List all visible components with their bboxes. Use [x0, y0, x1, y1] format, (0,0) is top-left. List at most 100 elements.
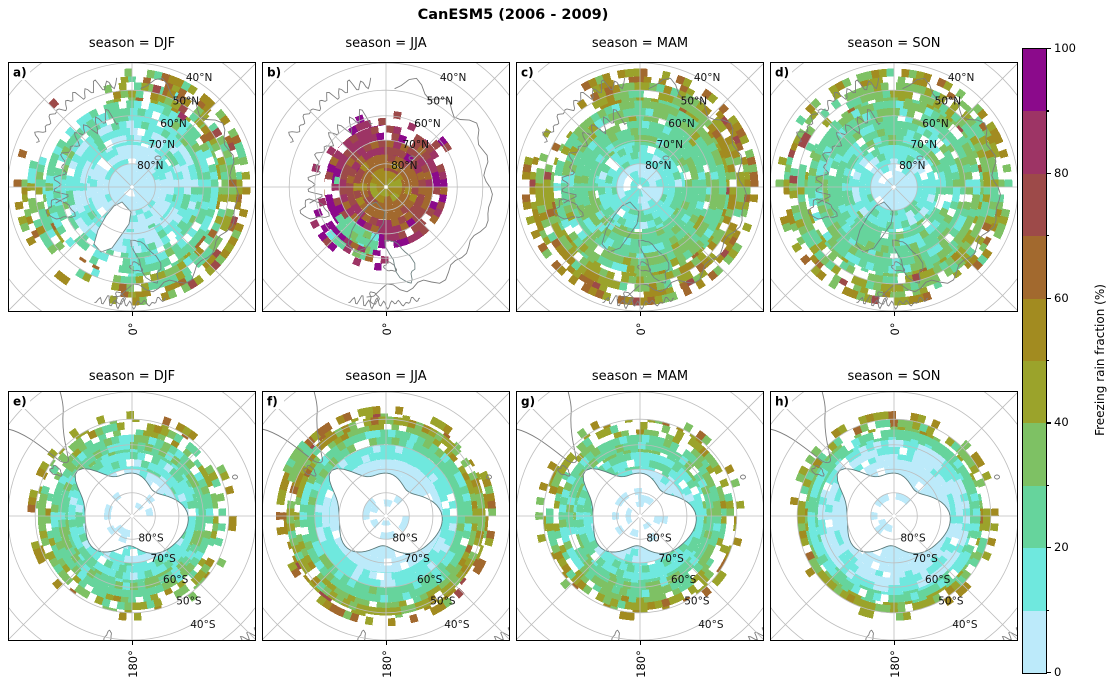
lat-labels: 80°S 70°S 60°S 50°S 40°S [138, 533, 216, 631]
panel-title-DJF: season = DJF [88, 369, 176, 384]
panel-letter: h) [775, 395, 789, 409]
lat-label: 60°N [414, 118, 440, 130]
lat-label: 40°N [694, 72, 720, 84]
data-cells [521, 68, 759, 306]
lat-label: 70°N [148, 139, 174, 151]
panel-letter: g) [521, 395, 535, 409]
lat-label: 60°S [417, 574, 443, 586]
colorbar-segment [1023, 110, 1046, 174]
lat-label: 80°N [137, 160, 163, 172]
panel-letter-bg [771, 63, 792, 80]
colorbar-tick-label: 20 [1054, 540, 1069, 555]
x-tick-label: 180° [888, 650, 902, 678]
map-panel-c: 40°N 50°N 60°N 70°N 80°N c) [516, 62, 764, 312]
colorbar-tick-label: 60 [1054, 290, 1069, 305]
lat-label: 80°S [392, 533, 418, 545]
lat-label: 40°N [948, 72, 974, 84]
lat-label: 60°S [671, 574, 697, 586]
panel-title-JJA: season = JJA [345, 36, 427, 51]
map-panel-d: 40°N 50°N 60°N 70°N 80°N d) [770, 62, 1018, 312]
lat-label: 40°S [444, 619, 470, 631]
x-tick-label: 0° [126, 322, 140, 336]
lat-label: 70°S [659, 553, 685, 565]
pole-dot [130, 185, 134, 189]
map-panel-b: 40°N 50°N 60°N 70°N 80°N b) [262, 62, 510, 312]
x-tick [894, 312, 895, 316]
colorbar-minor-tick [1046, 609, 1049, 611]
pole-dot [384, 185, 388, 189]
panel-letter-bg [517, 63, 538, 80]
colorbar-minor-tick [1046, 360, 1049, 362]
lat-label: 60°S [925, 574, 951, 586]
panel-letter-bg [263, 392, 284, 409]
lat-label: 80°N [899, 160, 925, 172]
lat-label: 70°N [910, 139, 936, 151]
lat-label: 70°N [402, 139, 428, 151]
panel-letter-bg [263, 63, 284, 80]
x-tick-label: 180° [634, 650, 648, 678]
colorbar-axis-label: Freezing rain fraction (%) [1093, 284, 1107, 436]
x-tick-label: 180° [126, 650, 140, 678]
lat-label: 70°S [151, 553, 177, 565]
panel-title-SON: season = SON [847, 36, 941, 51]
x-tick-label: 0° [380, 322, 394, 336]
lat-label: 50°N [681, 96, 707, 108]
pole-dot [384, 514, 388, 518]
pole-dot [892, 185, 896, 189]
lat-labels: 80°S 70°S 60°S 50°S 40°S [900, 533, 978, 631]
panel-title-SON: season = SON [847, 369, 941, 384]
panel-title-MAM: season = MAM [591, 369, 689, 384]
colorbar-segment [1023, 48, 1046, 112]
map-panel-g: 80°S 70°S 60°S 50°S 40°S g) [516, 391, 764, 641]
lat-label: 50°S [430, 596, 456, 608]
lat-label: 60°N [922, 118, 948, 130]
lat-label: 80°N [391, 160, 417, 172]
graticule [770, 62, 1018, 312]
lat-label: 50°N [427, 96, 453, 108]
lat-labels: 80°S 70°S 60°S 50°S 40°S [646, 533, 724, 631]
lat-label: 70°N [656, 139, 682, 151]
colorbar-minor-tick [1046, 110, 1049, 112]
colorbar-segment [1023, 235, 1046, 299]
lat-labels: 40°N 50°N 60°N 70°N 80°N [137, 72, 212, 172]
panel-letter: a) [13, 66, 27, 80]
data-cells [789, 411, 999, 621]
colorbar-major-tick [1046, 172, 1051, 174]
lat-label: 50°S [938, 596, 964, 608]
colorbar-major-tick [1046, 297, 1051, 299]
colorbar [1022, 48, 1047, 674]
pole-dot [638, 514, 642, 518]
lat-label: 60°S [163, 574, 189, 586]
lat-label: 70°S [913, 553, 939, 565]
coastlines [34, 77, 239, 310]
x-tick [132, 641, 133, 645]
lat-label: 50°N [173, 96, 199, 108]
lat-label: 70°S [405, 553, 431, 565]
lat-label: 80°S [900, 533, 926, 545]
colorbar-major-tick [1046, 547, 1051, 549]
colorbar-major-tick [1046, 422, 1051, 424]
map-panel-e: 80°S 70°S 60°S 50°S 40°S e) [8, 391, 256, 641]
pole-dot [130, 514, 134, 518]
lat-labels: 40°N 50°N 60°N 70°N 80°N [899, 72, 974, 172]
x-tick [386, 641, 387, 645]
lat-label: 40°S [952, 619, 978, 631]
colorbar-minor-tick [1046, 484, 1049, 486]
figure-title: CanESM5 (2006 - 2009) [417, 7, 609, 23]
colorbar-tick-label: 0 [1054, 665, 1062, 679]
lat-label: 80°S [138, 533, 164, 545]
x-tick [640, 312, 641, 316]
lat-label: 50°S [176, 596, 202, 608]
panel-letter-bg [9, 63, 30, 80]
panel-title-JJA: season = JJA [345, 369, 427, 384]
x-tick [386, 312, 387, 316]
panel-letter: b) [267, 66, 281, 80]
lat-label: 40°N [440, 72, 466, 84]
colorbar-segment [1023, 298, 1046, 361]
map-panel-h: 80°S 70°S 60°S 50°S 40°S h) [770, 391, 1018, 641]
lat-labels: 40°N 50°N 60°N 70°N 80°N [645, 72, 720, 172]
colorbar-segment [1023, 610, 1046, 673]
colorbar-segment [1023, 547, 1046, 611]
coastlines [796, 77, 1001, 310]
lat-label: 60°N [160, 118, 186, 130]
